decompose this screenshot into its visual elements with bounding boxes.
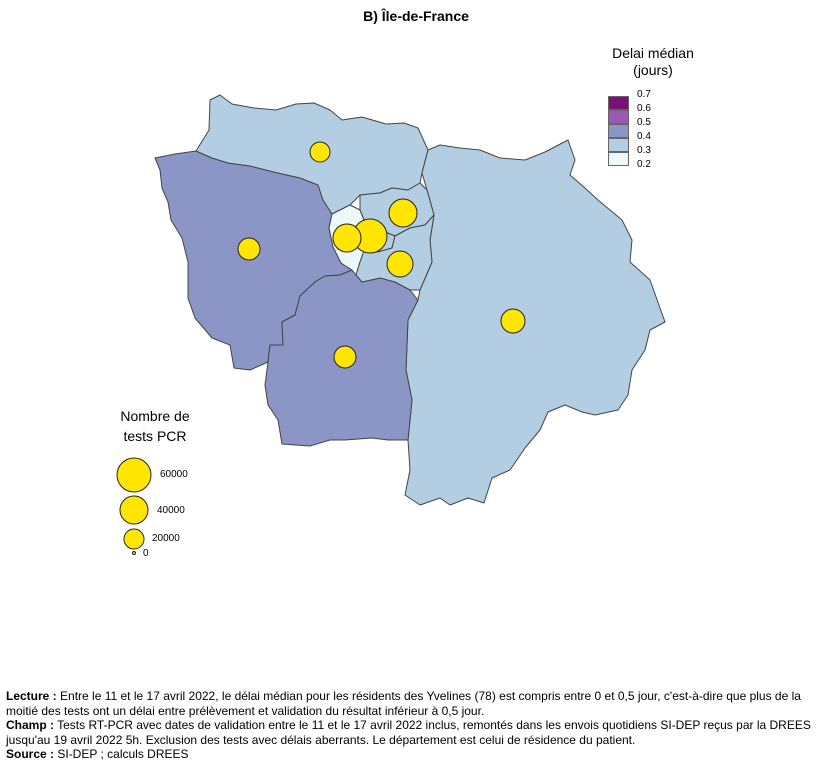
color-legend-title: Delai médian (jours) bbox=[596, 45, 710, 79]
legend-label-0.3: 0.3 bbox=[637, 145, 651, 156]
color-legend-title-line1: Delai médian bbox=[612, 45, 694, 61]
champ-text: Tests RT-PCR avec dates de validation en… bbox=[6, 718, 811, 747]
size-legend-title: Nombre de tests PCR bbox=[98, 406, 212, 446]
bubble-seine-saint-denis bbox=[388, 198, 418, 228]
legend-label-0.5: 0.5 bbox=[637, 117, 651, 128]
size-legend-label-60000: 60000 bbox=[160, 469, 188, 480]
size-legend-label-20000: 20000 bbox=[152, 533, 180, 544]
legend-swatch-4 bbox=[608, 138, 629, 152]
legend-swatch-5 bbox=[608, 152, 629, 166]
bubble-val-doise bbox=[309, 141, 331, 163]
bubble-val-de-marne bbox=[386, 250, 414, 278]
department-seine-et-marne bbox=[404, 139, 666, 506]
size-legend-circle-60000 bbox=[116, 457, 152, 493]
lecture-note: Lecture : Entre le 11 et le 17 avril 202… bbox=[6, 689, 826, 718]
size-legend-circle-40000 bbox=[119, 495, 149, 525]
source-note: Source : SI-DEP ; calculs DREES bbox=[6, 747, 826, 762]
legend-swatch-1 bbox=[608, 96, 629, 110]
size-legend-label-0: 0 bbox=[143, 548, 149, 559]
bubble-essonne bbox=[333, 345, 357, 369]
color-legend-title-line2: (jours) bbox=[633, 62, 673, 78]
footer-notes: Lecture : Entre le 11 et le 17 avril 202… bbox=[6, 689, 826, 762]
lecture-text: Entre le 11 et le 17 avril 2022, le déla… bbox=[6, 689, 801, 718]
size-legend-circle-20000 bbox=[123, 528, 145, 550]
bubble-hauts-de-seine bbox=[332, 223, 362, 253]
size-legend-circle-0 bbox=[132, 551, 136, 555]
bubble-yvelines bbox=[237, 237, 261, 261]
size-legend-title-line2: tests PCR bbox=[123, 428, 187, 444]
legend-swatch-3 bbox=[608, 124, 629, 138]
legend-label-0.2: 0.2 bbox=[637, 159, 651, 170]
legend-label-0.6: 0.6 bbox=[637, 103, 651, 114]
size-legend-title-line1: Nombre de bbox=[120, 408, 190, 424]
map-title: B) Île-de-France bbox=[363, 8, 469, 24]
legend-label-0.7: 0.7 bbox=[637, 89, 651, 100]
source-label: Source : bbox=[6, 747, 55, 761]
bubble-seine-et-marne bbox=[500, 308, 526, 334]
champ-label: Champ : bbox=[6, 718, 54, 732]
champ-note: Champ : Tests RT-PCR avec dates de valid… bbox=[6, 718, 826, 747]
size-legend-label-40000: 40000 bbox=[157, 505, 185, 516]
lecture-label: Lecture : bbox=[6, 689, 57, 703]
legend-label-0.4: 0.4 bbox=[637, 131, 651, 142]
source-text: SI-DEP ; calculs DREES bbox=[54, 747, 189, 761]
legend-swatch-2 bbox=[608, 110, 629, 124]
